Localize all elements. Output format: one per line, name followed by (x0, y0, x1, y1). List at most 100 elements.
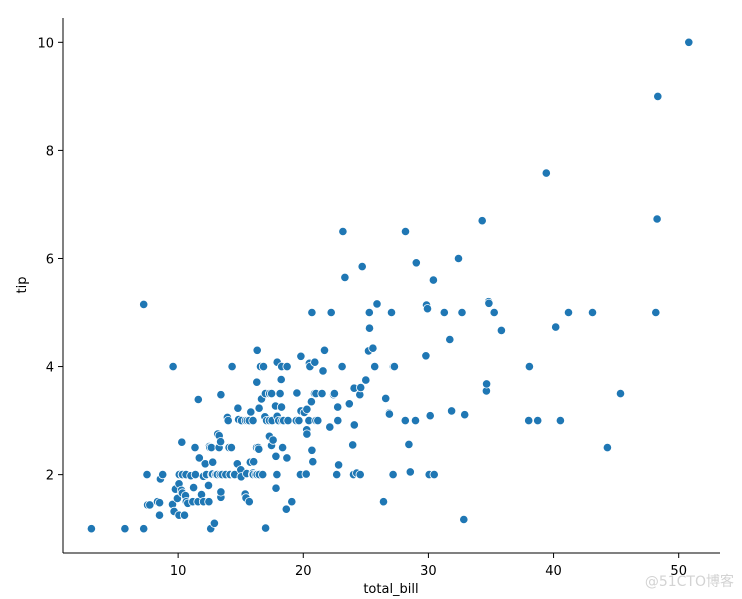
data-point-199 (400, 415, 410, 426)
data-point-219 (477, 216, 487, 226)
data-point-191 (378, 497, 389, 507)
data-point-174 (344, 399, 354, 409)
data-point-227 (524, 361, 535, 372)
data-point-181 (355, 469, 365, 480)
x-tick-label-10: 10 (170, 564, 187, 579)
data-point-235 (615, 388, 626, 399)
data-point-201 (404, 439, 414, 449)
data-point-43 (203, 480, 214, 490)
data-point-218 (460, 410, 470, 420)
data-point-117 (268, 435, 278, 445)
data-point-160 (317, 388, 327, 399)
data-point-189 (370, 361, 380, 372)
data-point-186 (364, 307, 374, 318)
data-point-207 (422, 304, 433, 314)
x-tick-label-20: 20 (295, 564, 312, 579)
y-tick-label-6: 6 (46, 252, 54, 267)
data-point-204 (411, 258, 421, 268)
data-point-238 (653, 91, 663, 102)
data-point-96 (252, 377, 262, 387)
data-point-52 (209, 518, 219, 528)
data-point-9 (155, 498, 165, 508)
data-point-70 (226, 442, 236, 453)
data-point-205 (421, 351, 431, 361)
data-point-152 (307, 445, 317, 455)
data-point-139 (294, 415, 304, 426)
data-point-226 (524, 415, 534, 426)
data-point-136 (287, 497, 297, 507)
data-point-115 (266, 388, 277, 399)
data-point-172 (338, 226, 348, 237)
data-point-44 (204, 497, 214, 507)
data-point-175 (348, 440, 358, 450)
y-tick-label-4: 4 (46, 361, 54, 376)
data-point-106 (258, 361, 269, 372)
watermark-text: @51CTO博客 (645, 573, 734, 590)
data-point-133 (282, 453, 292, 463)
data-point-98 (252, 345, 262, 355)
data-point-2 (139, 524, 149, 534)
x-ticks: 10 20 30 40 50 (170, 553, 687, 579)
data-point-130 (277, 442, 288, 453)
data-point-237 (652, 214, 662, 224)
data-point-173 (340, 272, 350, 282)
x-axis-label: total_bill (363, 582, 418, 597)
data-point-86 (244, 497, 254, 507)
data-point-67 (223, 415, 233, 426)
data-point-223 (484, 298, 494, 308)
data-point-146 (302, 429, 312, 439)
data-point-187 (364, 323, 375, 333)
data-point-33 (190, 442, 200, 453)
data-point-125 (275, 388, 285, 399)
data-point-225 (496, 325, 506, 335)
data-point-8 (154, 510, 165, 520)
data-point-215 (453, 253, 464, 264)
data-point-233 (587, 307, 598, 318)
data-point-91 (248, 415, 258, 426)
data-point-61 (216, 390, 226, 400)
data-point-75 (233, 403, 243, 413)
data-point-134 (282, 361, 292, 372)
data-point-188 (368, 343, 378, 353)
data-point-209 (425, 411, 435, 421)
data-point-156 (310, 357, 320, 367)
data-point-212 (439, 307, 449, 318)
points-layer (86, 37, 694, 534)
data-point-144 (301, 469, 311, 479)
data-point-34 (190, 469, 200, 480)
data-point-221 (481, 379, 492, 389)
data-point-214 (446, 406, 457, 416)
data-point-161 (318, 366, 328, 376)
x-tick-label-50: 50 (670, 564, 687, 579)
data-point-171 (337, 361, 347, 372)
data-point-170 (333, 460, 344, 470)
data-point-119 (271, 451, 281, 461)
data-point-203 (410, 415, 421, 426)
data-point-213 (445, 334, 455, 345)
data-point-63 (216, 487, 226, 497)
data-point-88 (246, 407, 256, 417)
data-point-154 (308, 457, 318, 467)
data-point-202 (405, 467, 415, 477)
data-point-21 (177, 437, 187, 447)
data-point-11 (158, 469, 168, 480)
data-point-195 (386, 307, 397, 318)
data-point-234 (602, 442, 613, 453)
data-point-109 (260, 523, 271, 533)
data-point-93 (249, 457, 259, 467)
data-point-37 (194, 453, 204, 463)
data-point-48 (206, 442, 216, 453)
data-point-0 (86, 524, 97, 534)
data-point-121 (272, 469, 282, 480)
data-point-60 (216, 437, 226, 447)
data-point-25 (179, 510, 190, 520)
y-tick-label-10: 10 (37, 36, 54, 51)
data-point-229 (541, 168, 551, 178)
data-point-32 (189, 482, 199, 493)
data-point-210 (428, 275, 438, 285)
data-point-196 (388, 469, 398, 480)
data-point-217 (459, 514, 469, 525)
data-point-169 (333, 415, 343, 426)
